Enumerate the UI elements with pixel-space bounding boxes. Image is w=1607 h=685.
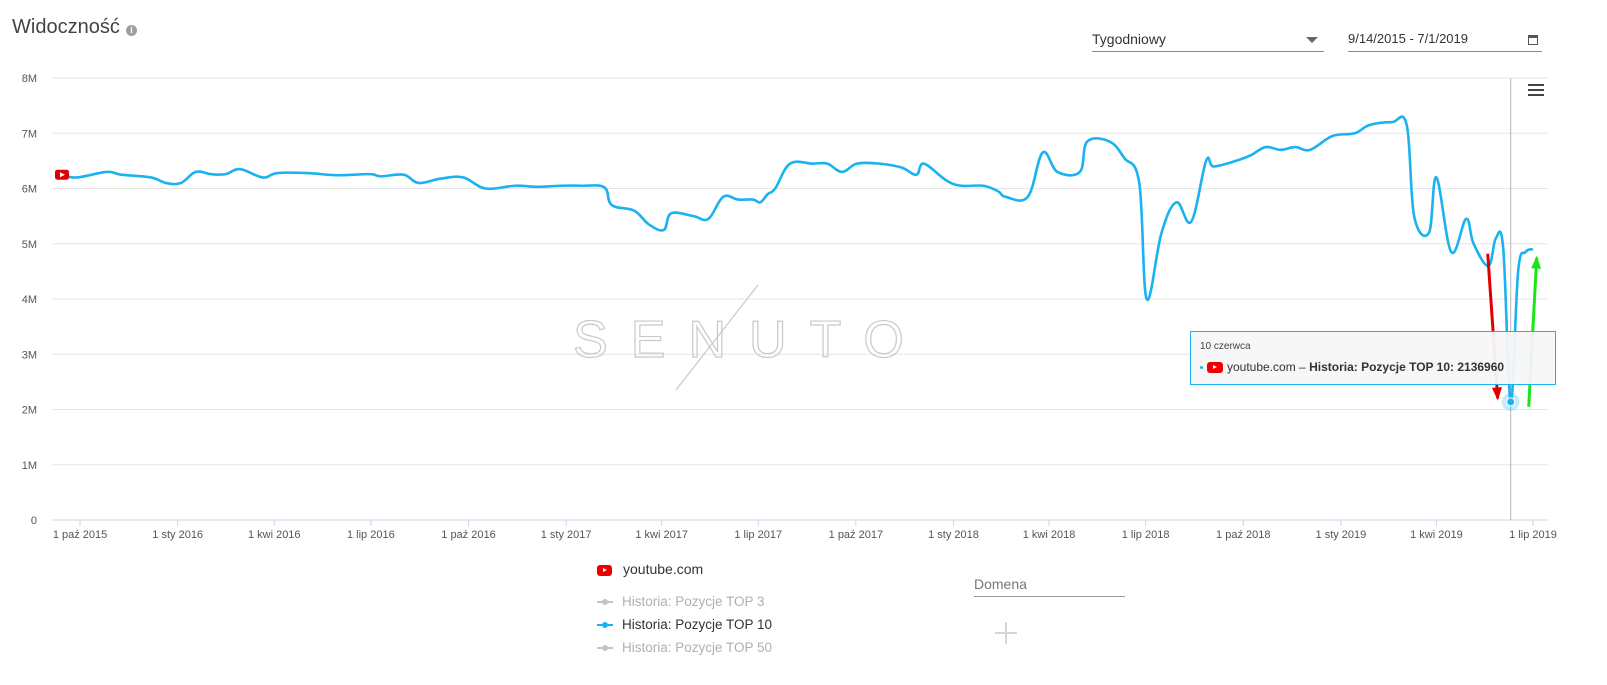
chart-legend: youtube.com Historia: Pozycje TOP 3 Hist… [597, 560, 772, 659]
add-domain-plus-icon[interactable] [995, 622, 1017, 644]
x-axis: 1 paź 2015 1 sty 2016 1 kwi 2016 1 lip 2016… [53, 520, 1557, 541]
chart-grid [52, 77, 1548, 521]
legend-item-label: Historia: Pozycje TOP 3 [622, 594, 765, 609]
period-select-value: Tygodniowy [1092, 31, 1166, 47]
x-tick-label: 1 sty 2017 [541, 529, 592, 541]
y-tick-label: 1M [22, 460, 37, 472]
x-tick-label: 1 lip 2016 [347, 529, 395, 541]
down-arrow-head [1491, 387, 1502, 401]
tooltip-domain: youtube.com [1227, 360, 1296, 374]
x-tick-label: 1 paź 2018 [1216, 529, 1270, 541]
x-tick-label: 1 kwi 2016 [248, 529, 301, 541]
series-dot-icon [1200, 366, 1203, 370]
legend-item-top50[interactable]: Historia: Pozycje TOP 50 [597, 636, 772, 659]
date-range-picker[interactable]: 9/14/2015 - 7/1/2019 [1348, 27, 1542, 52]
legend-item-top3[interactable]: Historia: Pozycje TOP 3 [597, 590, 772, 613]
domain-input[interactable]: Domena [974, 575, 1125, 597]
info-icon[interactable]: i [126, 25, 137, 36]
y-tick-label: 3M [22, 349, 37, 361]
calendar-icon [1528, 35, 1538, 45]
domain-input-placeholder: Domena [974, 576, 1027, 592]
series-top10 [61, 115, 1534, 404]
youtube-play-icon [60, 172, 65, 178]
x-tick-label: 1 lip 2018 [1122, 529, 1170, 541]
x-tick-label: 1 sty 2018 [928, 529, 979, 541]
y-axis: 0 1M 2M 3M 4M 5M 6M 7M 8M [22, 73, 37, 527]
legend-item-top10[interactable]: Historia: Pozycje TOP 10 [597, 613, 772, 636]
hamburger-menu-icon[interactable] [1528, 84, 1544, 98]
legend-item-label: Historia: Pozycje TOP 50 [622, 640, 773, 655]
tooltip-value: Historia: Pozycje TOP 10: 2136960 [1309, 360, 1505, 374]
x-tick-label: 1 paź 2015 [53, 529, 107, 541]
highlight-point [1506, 397, 1516, 407]
legend-domain-label: youtube.com [623, 561, 704, 577]
watermark-logo: SENUTO [573, 284, 927, 391]
y-tick-label: 0 [31, 515, 37, 527]
legend-marker-icon [597, 622, 613, 628]
x-tick-label: 1 kwi 2017 [635, 529, 688, 541]
x-tick-label: 1 kwi 2018 [1023, 529, 1076, 541]
x-tick-label: 1 sty 2019 [1316, 529, 1367, 541]
youtube-logo-icon [597, 564, 612, 576]
y-tick-label: 2M [22, 405, 37, 417]
y-tick-label: 8M [22, 73, 37, 85]
x-tick-label: 1 sty 2016 [152, 529, 203, 541]
y-tick-label: 7M [22, 128, 37, 140]
legend-marker-icon [597, 645, 613, 651]
y-tick-label: 6M [22, 184, 37, 196]
x-tick-label: 1 paź 2017 [829, 529, 883, 541]
chart-tooltip: 10 czerwca youtube.com – Historia: Pozyc… [1190, 331, 1556, 385]
page-title: Widoczność [12, 16, 120, 38]
legend-domain: youtube.com [597, 560, 772, 578]
svg-text:SENUTO: SENUTO [573, 311, 927, 369]
x-tick-label: 1 lip 2017 [734, 529, 782, 541]
series-line-top10 [61, 115, 1534, 404]
tooltip-line: youtube.com – Historia: Pozycje TOP 10: … [1200, 360, 1504, 374]
legend-marker-icon [597, 599, 613, 605]
y-tick-label: 4M [22, 294, 37, 306]
youtube-logo-icon [1207, 362, 1223, 374]
up-arrow-head [1531, 255, 1542, 269]
legend-item-label: Historia: Pozycje TOP 10 [622, 617, 773, 632]
tooltip-date: 10 czerwca [1200, 341, 1251, 352]
chevron-down-icon [1306, 37, 1318, 43]
date-range-value: 9/14/2015 - 7/1/2019 [1348, 31, 1468, 46]
x-tick-label: 1 kwi 2019 [1410, 529, 1463, 541]
x-tick-label: 1 paź 2016 [441, 529, 495, 541]
x-tick-label: 1 lip 2019 [1509, 529, 1557, 541]
y-tick-label: 5M [22, 239, 37, 251]
period-select[interactable]: Tygodniowy [1092, 27, 1324, 52]
